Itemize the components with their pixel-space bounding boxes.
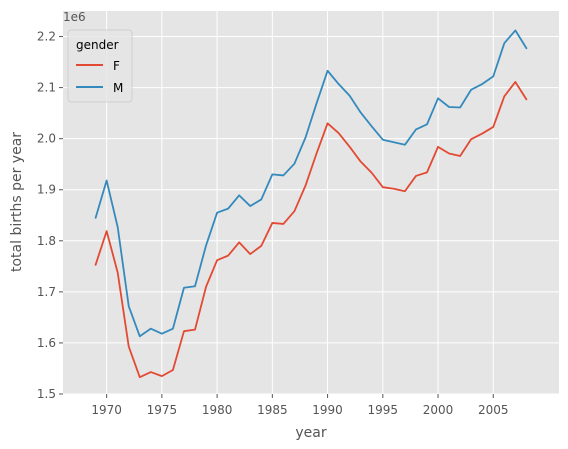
x-tick-label: 1995 bbox=[368, 403, 399, 417]
y-axis-ticks: 1.5 1.6 1.7 1.8 1.9 2.0 2.1 2.2 bbox=[37, 30, 63, 401]
y-offset-label: 1e6 bbox=[63, 10, 86, 24]
legend-label-f: F bbox=[113, 59, 120, 73]
y-tick-label: 1.9 bbox=[37, 183, 56, 197]
legend-label-m: M bbox=[113, 81, 123, 95]
x-tick-label: 2000 bbox=[423, 403, 454, 417]
x-tick-label: 1970 bbox=[91, 403, 122, 417]
x-tick-label: 1975 bbox=[147, 403, 178, 417]
y-tick-label: 2.0 bbox=[37, 132, 56, 146]
series-line-f bbox=[94, 81, 528, 379]
legend: gender F M bbox=[67, 29, 133, 103]
y-tick-label: 1.5 bbox=[37, 387, 56, 401]
y-tick-label: 1.6 bbox=[37, 336, 56, 350]
y-tick-label: 2.1 bbox=[37, 81, 56, 95]
x-tick-label: 1980 bbox=[202, 403, 233, 417]
y-tick-label: 1.7 bbox=[37, 285, 56, 299]
series-lines bbox=[94, 29, 528, 379]
legend-title: gender bbox=[76, 38, 119, 52]
series-line-m bbox=[94, 29, 528, 338]
x-tick-label: 1985 bbox=[257, 403, 288, 417]
grid bbox=[63, 11, 559, 395]
y-tick-label: 1.8 bbox=[37, 234, 56, 248]
y-axis-label: total births per year bbox=[9, 132, 25, 272]
x-tick-label: 2005 bbox=[478, 403, 509, 417]
x-axis-label: year bbox=[295, 425, 326, 441]
x-tick-label: 1990 bbox=[312, 403, 343, 417]
plot-area bbox=[63, 11, 559, 394]
x-axis-ticks: 1970 1975 1980 1985 1990 1995 2000 2005 bbox=[91, 394, 509, 417]
y-tick-label: 2.2 bbox=[37, 30, 56, 44]
